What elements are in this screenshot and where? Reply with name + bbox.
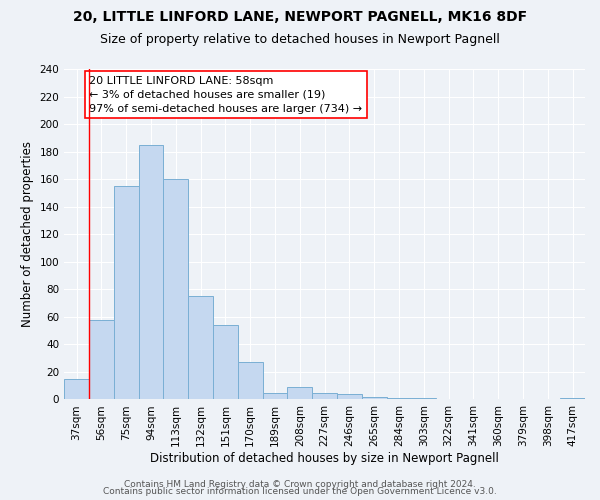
Bar xyxy=(188,296,213,400)
Bar xyxy=(386,398,412,400)
Bar xyxy=(287,387,312,400)
Bar xyxy=(263,392,287,400)
Bar xyxy=(362,396,386,400)
Text: Contains public sector information licensed under the Open Government Licence v3: Contains public sector information licen… xyxy=(103,488,497,496)
Text: 20 LITTLE LINFORD LANE: 58sqm
← 3% of detached houses are smaller (19)
97% of se: 20 LITTLE LINFORD LANE: 58sqm ← 3% of de… xyxy=(89,76,362,114)
Bar xyxy=(412,398,436,400)
X-axis label: Distribution of detached houses by size in Newport Pagnell: Distribution of detached houses by size … xyxy=(150,452,499,465)
Text: Size of property relative to detached houses in Newport Pagnell: Size of property relative to detached ho… xyxy=(100,32,500,46)
Bar xyxy=(560,398,585,400)
Bar xyxy=(238,362,263,400)
Y-axis label: Number of detached properties: Number of detached properties xyxy=(21,141,34,327)
Text: Contains HM Land Registry data © Crown copyright and database right 2024.: Contains HM Land Registry data © Crown c… xyxy=(124,480,476,489)
Bar xyxy=(163,179,188,400)
Bar xyxy=(114,186,139,400)
Bar xyxy=(89,320,114,400)
Bar xyxy=(213,325,238,400)
Bar xyxy=(64,379,89,400)
Bar xyxy=(337,394,362,400)
Bar xyxy=(139,144,163,400)
Bar xyxy=(312,392,337,400)
Text: 20, LITTLE LINFORD LANE, NEWPORT PAGNELL, MK16 8DF: 20, LITTLE LINFORD LANE, NEWPORT PAGNELL… xyxy=(73,10,527,24)
